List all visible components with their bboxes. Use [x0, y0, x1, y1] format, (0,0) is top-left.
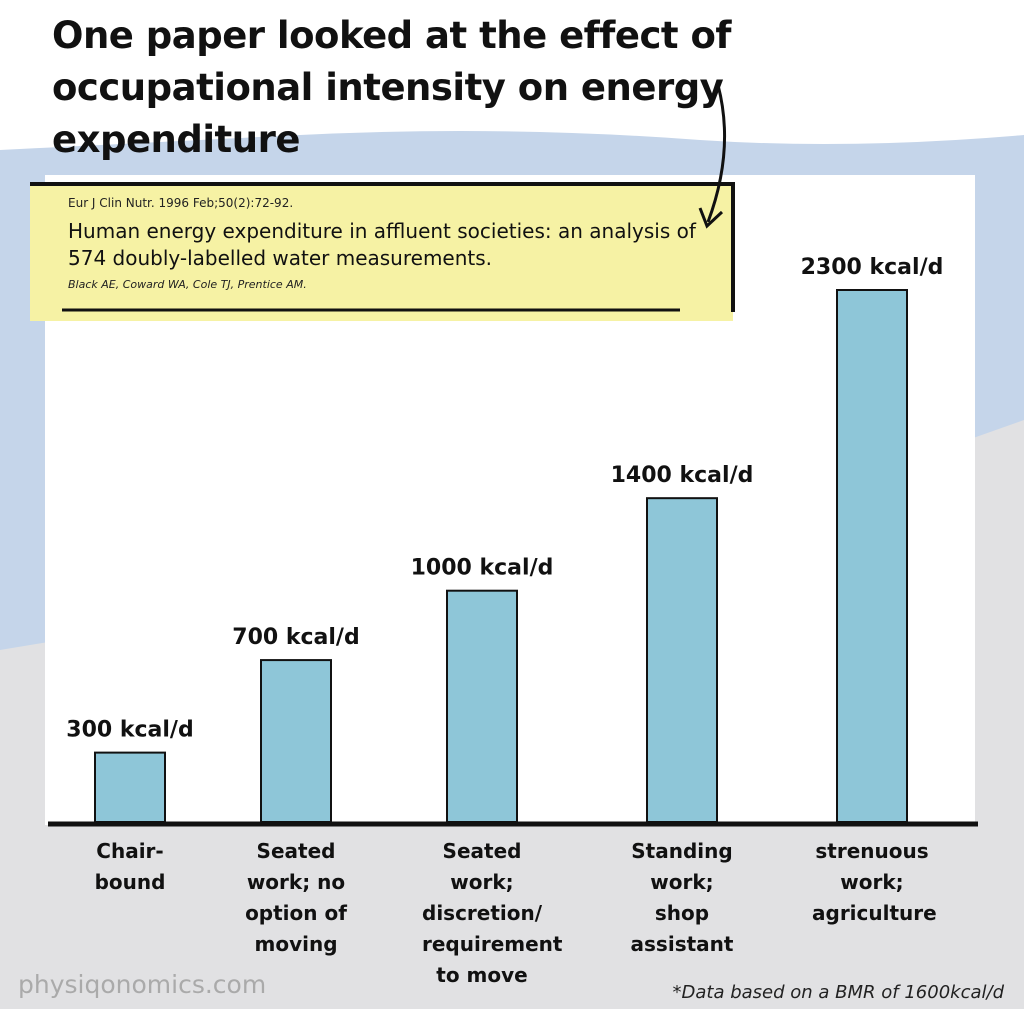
- citation-journal: Eur J Clin Nutr. 1996 Feb;50(2):72-92.: [68, 196, 294, 210]
- x-tick-label: Chair-bound: [94, 839, 166, 894]
- value-label: 700 kcal/d: [232, 625, 359, 650]
- arrow: [706, 84, 727, 223]
- value-label: 2300 kcal/d: [801, 255, 944, 280]
- source: physiqonomics.com: [18, 970, 267, 999]
- x-tick-label: Standing work; shop assistant: [630, 839, 734, 956]
- value-label: 300 kcal/d: [66, 718, 193, 743]
- value-label: 1000 kcal/d: [411, 556, 554, 581]
- arrow-head: [698, 207, 724, 229]
- bar: [446, 589, 518, 824]
- bar: [836, 289, 908, 823]
- x-tick-label: Seated work; discretion/ requirement to …: [422, 839, 563, 987]
- bar: [94, 751, 166, 824]
- citation-border: [30, 182, 735, 312]
- footnote: *Data based on a BMR of 1600kcal/d: [672, 982, 1004, 1003]
- chart-title: One paper looked at the effect of occupa…: [52, 14, 731, 161]
- bar: [646, 497, 718, 823]
- bar: [260, 659, 332, 824]
- citation-authors: Black AE, Coward WA, Cole TJ, Prentice A…: [68, 278, 307, 291]
- x-tick-label: Seated work; no option of moving: [245, 839, 347, 956]
- x-tick-label: strenuous work; agriculture: [812, 839, 937, 925]
- value-label: 1400 kcal/d: [611, 463, 754, 488]
- citation-box: [30, 183, 733, 321]
- citation-title: Human energy expenditure in affluent soc…: [68, 219, 696, 270]
